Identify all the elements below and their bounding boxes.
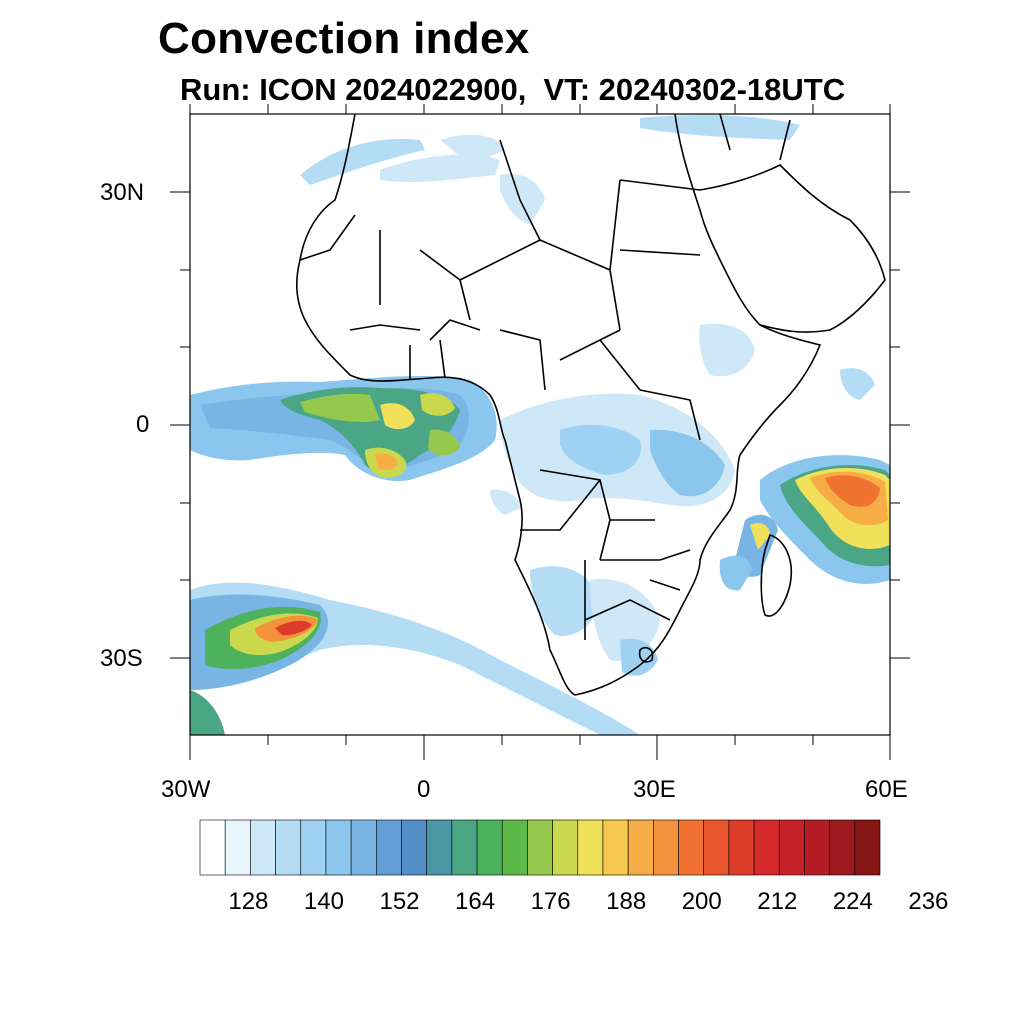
lon-label-0: 0 — [417, 776, 431, 803]
colorbar-swatch — [275, 819, 302, 876]
colorbar-swatch — [300, 819, 327, 876]
map-ticks — [170, 104, 910, 760]
colorbar-swatch — [577, 819, 604, 876]
colorbar-swatch — [325, 819, 352, 876]
colorbar-tick-label: 200 — [681, 888, 722, 915]
colorbar-swatch — [250, 819, 276, 876]
colorbar-swatch — [199, 819, 226, 876]
map-subtitle: Run: ICON 2024022900, VT: 20240302-18UTC — [180, 72, 846, 107]
colorbar-swatch — [401, 819, 427, 876]
colorbar-swatch — [476, 819, 503, 876]
lat-label-0: 0 — [136, 411, 150, 438]
colorbar-swatch — [602, 819, 629, 876]
colorbar-tick-label: 224 — [832, 888, 873, 915]
colorbar-swatch — [426, 819, 453, 876]
colorbar-swatch — [501, 819, 528, 876]
lon-label-60e: 60E — [865, 776, 908, 803]
colorbar-swatch — [854, 819, 881, 876]
colorbar-swatch — [678, 819, 705, 876]
colorbar-swatch — [728, 819, 755, 876]
coastlines — [295, 114, 886, 696]
lon-label-30e: 30E — [633, 776, 676, 803]
colorbar-swatch — [224, 819, 251, 876]
colorbar-swatch — [527, 819, 553, 876]
colorbar-swatch — [653, 819, 679, 876]
colorbar-tick-label: 176 — [530, 888, 571, 915]
colorbar-tick-label: 212 — [757, 888, 798, 915]
colorbar-swatch — [804, 819, 830, 876]
lat-label-30n: 30N — [100, 179, 145, 206]
lon-label-30w: 30W — [161, 776, 211, 803]
colorbar-swatch — [375, 819, 402, 876]
colorbar-tick-label: 236 — [908, 888, 949, 915]
lat-label-30s: 30S — [100, 645, 143, 672]
colorbar-swatch — [829, 819, 856, 876]
colorbar-swatch — [552, 819, 579, 876]
colorbar-tick-label: 140 — [303, 888, 344, 915]
colorbar-swatch — [627, 819, 654, 876]
colorbar — [199, 819, 881, 876]
colorbar-swatch — [753, 819, 780, 876]
colorbar-swatch — [703, 819, 730, 876]
map-title: Convection index — [158, 14, 530, 63]
colorbar-swatch — [451, 819, 478, 876]
colorbar-swatch — [350, 819, 377, 876]
convection-field — [190, 114, 890, 735]
colorbar-tick-label: 164 — [455, 888, 496, 915]
colorbar-tick-label: 152 — [379, 888, 420, 915]
colorbar-swatch — [778, 819, 805, 876]
colorbar-tick-label: 188 — [606, 888, 647, 915]
colorbar-tick-label: 128 — [228, 888, 269, 915]
